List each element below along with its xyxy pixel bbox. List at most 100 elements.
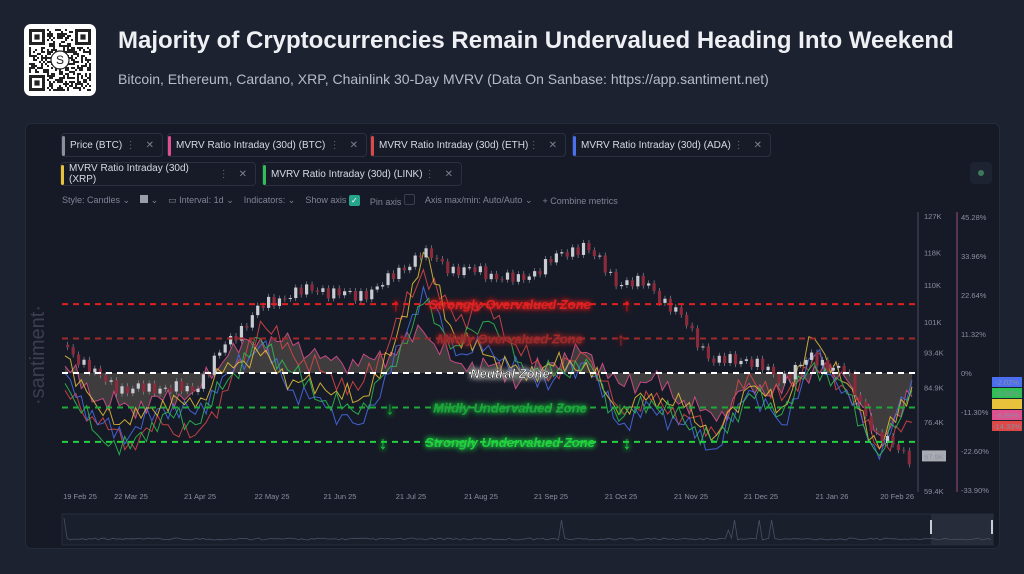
price-candle [739,360,743,365]
interval-label: Interval: 1d [179,195,224,205]
qr-logo: S [56,53,64,67]
price-candle [565,252,569,257]
price-candle [831,367,835,371]
navigator-handle-left[interactable] [930,520,932,534]
price-candle [332,288,336,299]
price-candle [467,267,472,269]
price-candle [239,325,244,341]
price-candle [771,366,776,375]
more-icon[interactable]: ⋮ [733,139,744,151]
style-label: Style: Candles [62,195,121,205]
metric-chip-mvrv-eth[interactable]: MVRV Ratio Intraday (30d) (ETH) ⋮ ✕ [370,133,566,157]
watermark: ·santiment· [27,305,49,405]
close-icon[interactable]: ✕ [238,168,247,180]
price-candle [446,261,450,274]
price-candle [305,284,309,295]
price-candle [815,352,819,366]
metric-chip-mvrv-xrp[interactable]: MVRV Ratio Intraday (30d) (XRP) ⋮ ✕ [60,162,256,186]
price-candle [419,255,423,258]
price-candle [245,325,249,328]
price-candle [543,259,548,275]
metric-chip-mvrv-btc[interactable]: MVRV Ratio Intraday (30d) (BTC) ⋮ ✕ [167,133,367,157]
series-line-btc[interactable] [64,323,913,438]
indicators-label: Indicators: [243,195,286,205]
price-candle [185,385,189,392]
more-icon[interactable]: ⋮ [218,168,229,180]
chart-settings-button[interactable] [970,162,992,184]
navigator-selection[interactable] [931,514,993,545]
arrow-down-icon: ↓ [616,398,625,418]
metric-chip-price-btc[interactable]: Price (BTC) ⋮ ✕ [61,133,163,157]
axis-maxmin-dropdown[interactable]: Axis max/min: Auto/Auto ⌄ [424,195,533,205]
series-line-xrp[interactable] [64,251,913,451]
mvrv-tick-label: -22.60% [961,447,989,456]
current-mvrv-label: -5.06% [995,389,1019,398]
checkbox-icon[interactable] [403,194,415,205]
date-tick-label: 21 Aug 25 [464,492,498,501]
page-subtitle: Bitcoin, Ethereum, Cardano, XRP, Chainli… [118,71,769,87]
price-candle [695,328,700,348]
price-candle [207,374,211,376]
price-candle [375,286,379,290]
metric-label: MVRV Ratio Intraday (30d) (XRP) [69,163,189,185]
indicators-dropdown[interactable]: Indicators: ⌄ [243,195,296,205]
price-candle [147,383,151,392]
more-icon[interactable]: ⋮ [125,139,136,151]
close-icon[interactable]: ✕ [444,168,453,180]
price-candle [858,395,863,402]
price-candle [847,372,852,374]
combine-metrics-button[interactable]: + Combine metrics [542,195,618,206]
show-axis-toggle[interactable]: Show axis ✓ [305,195,360,206]
metric-chip-mvrv-link[interactable]: MVRV Ratio Intraday (30d) (LINK) ⋮ ✕ [262,162,462,186]
price-candle [619,285,624,287]
price-candle [516,274,520,282]
price-candle [261,305,265,308]
price-candle [321,288,325,292]
price-candle [630,280,634,287]
date-tick-label: 21 Dec 25 [744,492,778,501]
price-candle [799,364,803,366]
price-candle [674,307,678,312]
price-candle [180,381,184,392]
more-icon[interactable]: ⋮ [528,139,539,151]
more-icon[interactable]: ⋮ [329,139,340,151]
price-candle [370,289,374,300]
show-axis-label: Show axis [305,195,347,205]
price-candle [71,347,75,355]
color-bar [62,136,65,156]
price-candle [451,266,455,274]
close-icon[interactable]: ✕ [548,139,557,151]
close-icon[interactable]: ✕ [753,139,762,151]
series-line-ada[interactable] [64,284,913,461]
calendar-icon: ▭ [168,195,177,205]
price-candle [267,296,271,308]
date-tick-label: 21 Oct 25 [605,492,638,501]
series-line-eth[interactable] [64,268,913,453]
price-candle [500,279,504,281]
navigator-handle-right[interactable] [991,520,993,534]
price-candle [353,291,358,301]
style-dropdown[interactable]: Style: Candles ⌄ [62,195,131,205]
price-candle [169,387,173,392]
pin-axis-toggle[interactable]: Pin axis [370,194,415,207]
color-dropdown[interactable]: ⌄ [140,195,158,206]
price-candle [131,388,135,394]
close-icon[interactable]: ✕ [145,139,154,151]
metric-chip-mvrv-ada[interactable]: MVRV Ratio Intraday (30d) (ADA) ⋮ ✕ [572,133,771,157]
price-candle [76,354,81,365]
price-candle [348,291,352,293]
price-candle [120,386,124,394]
checkbox-checked-icon[interactable]: ✓ [348,195,360,206]
interval-dropdown[interactable]: ▭ Interval: 1d ⌄ [168,195,234,205]
more-icon[interactable]: ⋮ [424,168,435,180]
close-icon[interactable]: ✕ [349,139,358,151]
price-candle [875,430,879,433]
color-bar [263,165,266,185]
price-candle [522,274,526,280]
status-dot-icon [978,170,984,176]
series-line-link[interactable] [64,297,913,457]
navigator[interactable] [61,513,994,546]
price-candle [228,335,233,345]
price-candle [885,436,890,443]
price-candle [174,381,178,392]
